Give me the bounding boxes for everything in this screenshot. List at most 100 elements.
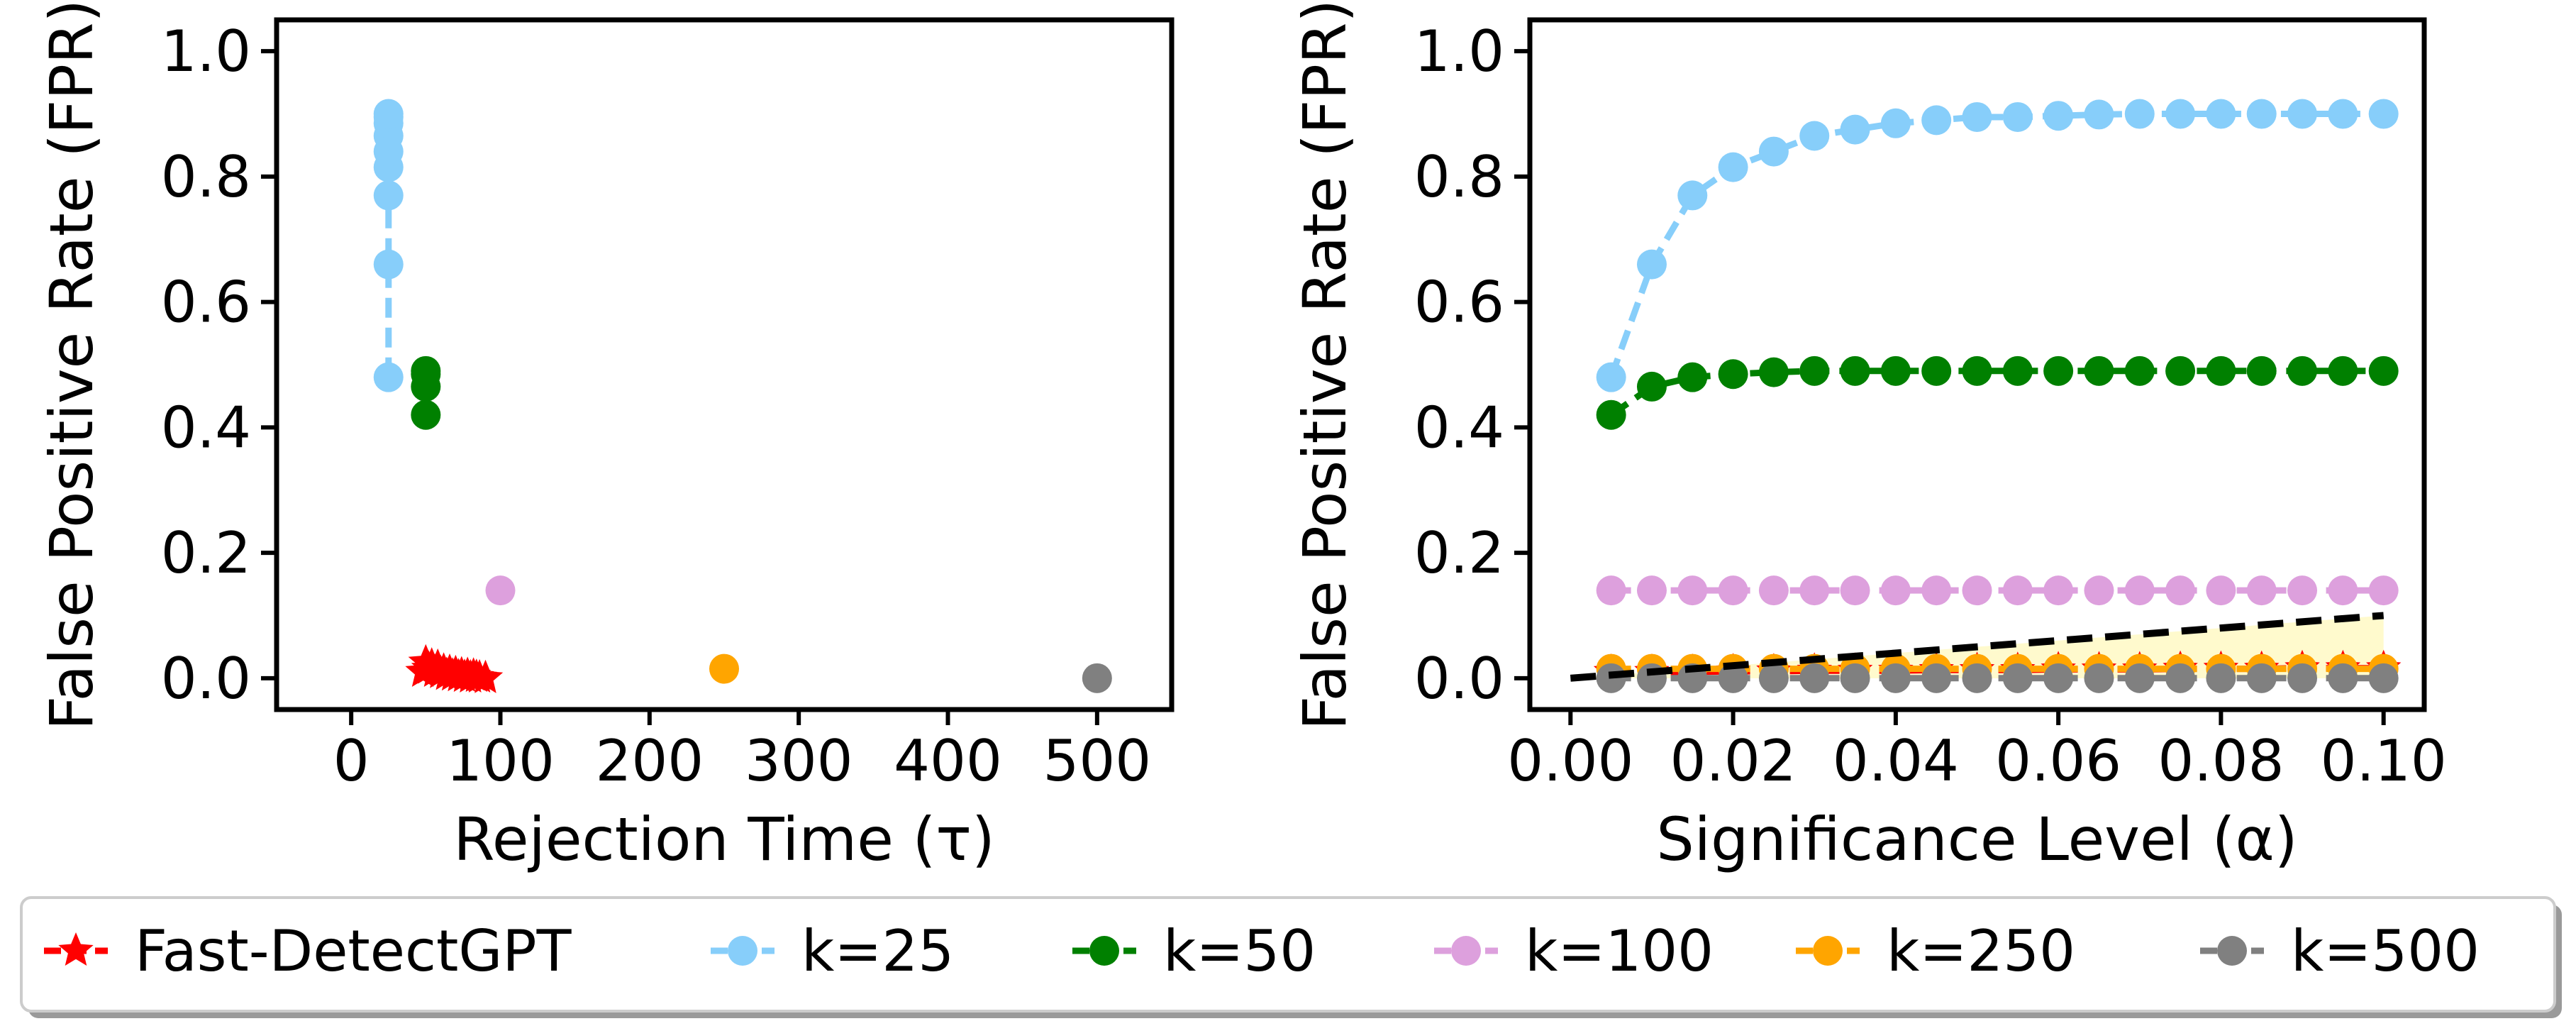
data-point [1962,101,1992,132]
data-point [1880,663,1911,693]
x-tick-label: 400 [894,728,1002,794]
series-k-25 [1596,99,2399,392]
legend-label: Fast-DetectGPT [135,918,572,984]
data-point [709,653,739,684]
data-point [2246,99,2277,129]
y-tick-label: 0.8 [1414,144,1504,210]
data-point [2246,663,2277,693]
legend-star-marker [58,932,94,966]
data-point [1840,114,1870,145]
data-point [1596,399,1626,430]
data-point [2043,101,2074,131]
y-tick-label: 0.4 [1414,395,1504,460]
data-point [1758,575,1789,606]
data-point [2206,355,2236,386]
data-point [1840,663,1870,693]
data-point [2328,663,2358,693]
data-point [2287,99,2318,129]
data-point [2165,355,2196,386]
data-point [2002,575,2033,606]
legend-box [20,896,2556,1013]
x-tick-label: 200 [595,728,704,794]
legend-label: k=100 [1525,918,1714,984]
y-axis-label: False Positive Rate (FPR) [37,0,106,730]
series-fast-detectgpt [405,644,504,693]
data-point [2287,663,2318,693]
legend-item-k-25: k=25 [711,918,954,984]
y-tick-label: 0.4 [161,395,251,460]
x-tick-label: 0.04 [1833,728,1959,794]
chart-rejection-time: 0 100 200 300 400 500 0.0 0.2 0.4 0.6 0.8 1.0 Reject… [37,0,1175,874]
data-point [1799,121,1830,151]
data-point [2246,355,2277,386]
data-point [2043,663,2074,693]
data-point [2002,355,2033,386]
legend-item-k-250: k=250 [1796,918,2075,984]
legend-item-k-500: k=500 [2200,918,2480,984]
y-tick-label: 0.0 [161,646,251,712]
x-tick-label: 0.02 [1670,728,1797,794]
data-point [2124,355,2155,386]
data-point [2165,99,2196,129]
x-tick-label: 0.08 [2158,728,2284,794]
data-point [2287,355,2318,386]
x-tick-label: 0.06 [1995,728,2121,794]
data-point [1718,152,1748,182]
series-k-500 [1596,663,2399,693]
series-k-25 [373,99,404,392]
data-point [467,659,504,693]
data-point [2084,663,2114,693]
data-point [1596,575,1626,606]
legend-label: k=250 [1887,918,2075,984]
data-point [373,249,404,280]
y-axis-label: False Positive Rate (FPR) [1290,0,1360,730]
data-point [1799,355,1830,386]
legend-label: k=25 [801,918,954,984]
legend-circle-marker [1451,936,1481,966]
y-tick-label: 1.0 [1414,18,1504,84]
legend-circle-marker [2217,936,2247,966]
data-point [1799,663,1830,693]
data-point [1758,136,1789,167]
data-point [2043,575,2074,606]
legend-circle-marker [1813,936,1843,966]
data-point [1677,575,1708,606]
data-point [1921,355,1952,386]
legend-item-fast-detectgpt: Fast-DetectGPT [44,918,572,984]
x-tick-label: 0.10 [2321,728,2447,794]
y-tick-label: 0.2 [1414,520,1504,586]
x-tick-label: 0.00 [1507,728,1633,794]
data-point [1718,359,1748,390]
data-point [2002,101,2033,132]
data-point [2328,355,2358,386]
legend-item-k-50: k=50 [1072,918,1316,984]
series-k-50 [1596,355,2399,430]
x-axis-label: Significance Level (α) [1656,805,2297,874]
data-point [1718,663,1748,693]
x-tick-label: 500 [1043,728,1151,794]
data-point [1880,108,1911,138]
legend-item-k-100: k=100 [1434,918,1714,984]
series-k-100 [1596,575,2399,606]
plot-frame [274,17,1175,712]
data-point [1082,663,1112,693]
plot-frame [1527,17,2427,712]
data-point [373,362,404,392]
x-tick-label: 0 [333,728,370,794]
data-point [1880,355,1911,386]
data-point [1677,362,1708,392]
data-point [1636,575,1667,606]
data-point [1921,663,1952,693]
data-point [1636,249,1667,280]
data-point [2206,575,2236,606]
legend: Fast-DetectGPT k=25 k=50 k=100 k=250 k=500 [20,896,2562,1018]
data-point [373,180,404,211]
data-point [2368,663,2399,693]
data-point [1962,663,1992,693]
y-tick-label: 0.8 [161,144,251,210]
data-point [2206,99,2236,129]
data-point [2368,575,2399,606]
legend-circle-marker [1089,936,1119,966]
data-point [1921,575,1952,606]
